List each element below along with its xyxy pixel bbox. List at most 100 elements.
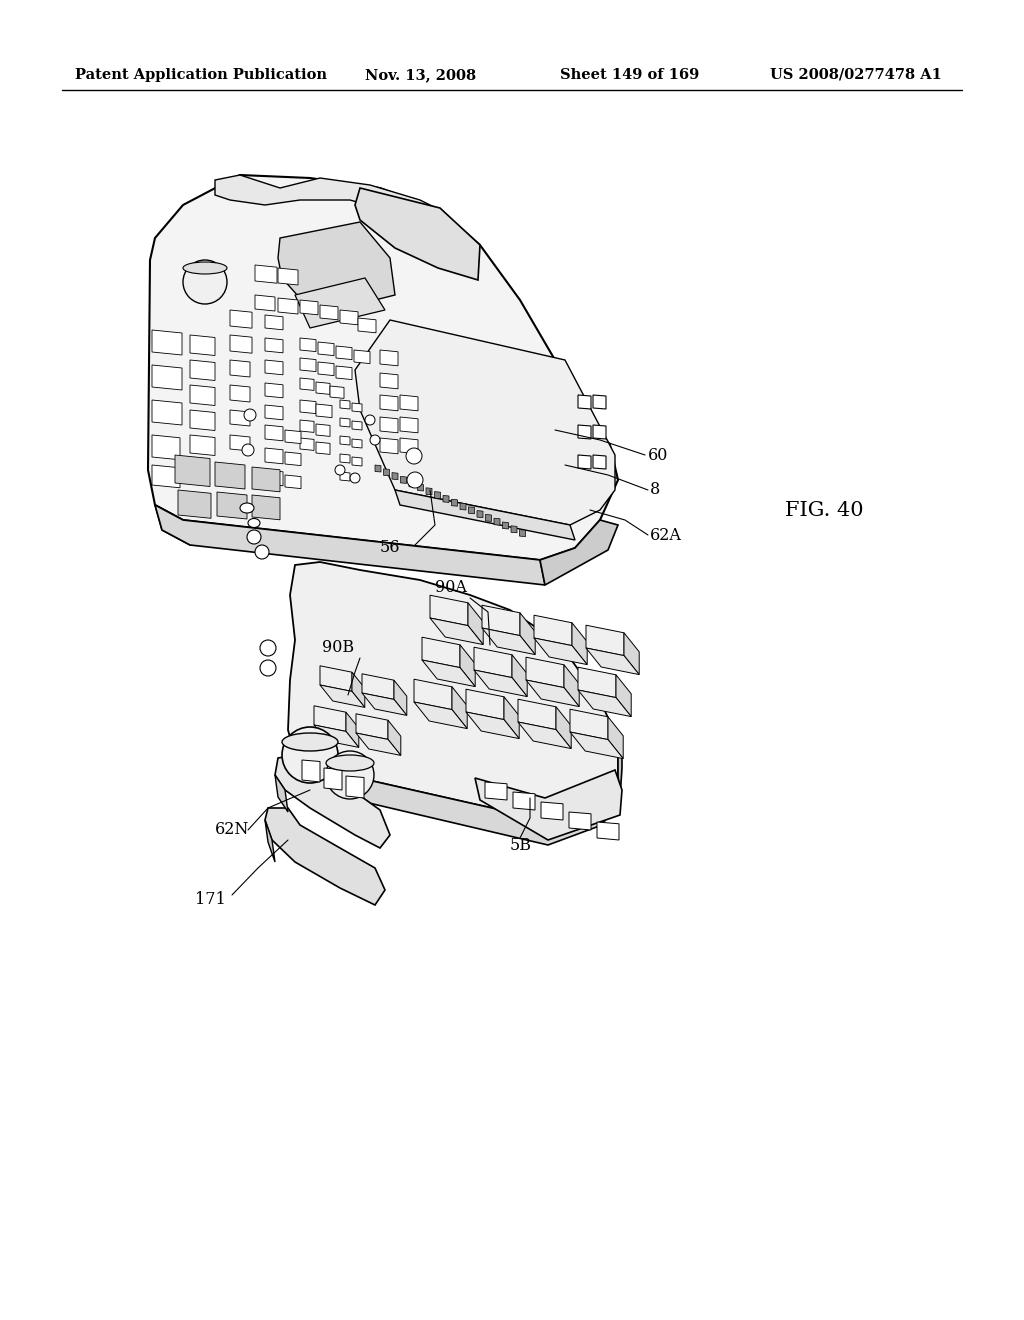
Polygon shape	[362, 673, 394, 700]
Polygon shape	[352, 672, 365, 708]
Polygon shape	[215, 462, 245, 488]
Polygon shape	[285, 430, 301, 444]
Polygon shape	[400, 417, 418, 433]
Polygon shape	[624, 632, 639, 675]
Polygon shape	[275, 775, 288, 812]
Polygon shape	[380, 350, 398, 366]
Polygon shape	[513, 792, 535, 810]
Polygon shape	[430, 618, 483, 644]
Polygon shape	[485, 515, 492, 521]
Polygon shape	[352, 403, 362, 412]
Polygon shape	[586, 626, 624, 656]
Circle shape	[406, 447, 422, 465]
Polygon shape	[356, 733, 400, 755]
Polygon shape	[340, 310, 358, 325]
Polygon shape	[346, 776, 364, 799]
Polygon shape	[355, 187, 480, 280]
Polygon shape	[400, 395, 418, 411]
Polygon shape	[578, 667, 616, 697]
Polygon shape	[346, 713, 358, 747]
Polygon shape	[400, 438, 418, 454]
Polygon shape	[618, 735, 622, 799]
Polygon shape	[314, 725, 358, 747]
Polygon shape	[518, 722, 571, 748]
Polygon shape	[430, 595, 468, 626]
Polygon shape	[178, 490, 211, 519]
Polygon shape	[512, 655, 527, 697]
Circle shape	[350, 473, 360, 483]
Circle shape	[282, 727, 338, 783]
Polygon shape	[352, 440, 362, 447]
Polygon shape	[300, 358, 316, 372]
Polygon shape	[511, 525, 517, 533]
Polygon shape	[578, 425, 591, 440]
Polygon shape	[452, 686, 467, 729]
Circle shape	[326, 751, 374, 799]
Polygon shape	[482, 605, 520, 636]
Polygon shape	[336, 346, 352, 359]
Circle shape	[335, 465, 345, 475]
Polygon shape	[190, 436, 215, 455]
Polygon shape	[586, 648, 639, 675]
Polygon shape	[340, 454, 350, 463]
Polygon shape	[426, 488, 432, 495]
Polygon shape	[578, 455, 591, 469]
Circle shape	[247, 531, 261, 544]
Polygon shape	[300, 420, 314, 433]
Polygon shape	[155, 506, 545, 585]
Polygon shape	[414, 702, 467, 729]
Polygon shape	[474, 647, 512, 677]
Polygon shape	[608, 717, 624, 759]
Polygon shape	[422, 638, 460, 668]
Circle shape	[407, 473, 423, 488]
Polygon shape	[316, 424, 330, 437]
Polygon shape	[265, 360, 283, 375]
Polygon shape	[314, 706, 346, 731]
Polygon shape	[318, 362, 334, 376]
Text: 60: 60	[648, 446, 669, 463]
Polygon shape	[265, 405, 283, 420]
Circle shape	[260, 660, 276, 676]
Polygon shape	[452, 499, 458, 506]
Polygon shape	[265, 470, 283, 486]
Polygon shape	[255, 265, 278, 284]
Polygon shape	[494, 519, 500, 525]
Polygon shape	[265, 383, 283, 397]
Polygon shape	[593, 425, 606, 440]
Polygon shape	[354, 350, 370, 363]
Polygon shape	[572, 623, 587, 664]
Polygon shape	[252, 467, 280, 492]
Polygon shape	[597, 822, 618, 840]
Polygon shape	[278, 268, 298, 285]
Polygon shape	[336, 366, 352, 380]
Polygon shape	[330, 385, 344, 399]
Polygon shape	[556, 706, 571, 748]
Polygon shape	[616, 675, 631, 717]
Polygon shape	[295, 279, 385, 327]
Polygon shape	[230, 411, 250, 426]
Text: US 2008/0277478 A1: US 2008/0277478 A1	[770, 69, 942, 82]
Polygon shape	[394, 680, 407, 715]
Polygon shape	[466, 689, 504, 719]
Polygon shape	[230, 335, 252, 354]
Polygon shape	[190, 385, 215, 405]
Polygon shape	[285, 475, 301, 488]
Text: 62A: 62A	[650, 527, 682, 544]
Polygon shape	[355, 319, 615, 525]
Polygon shape	[275, 755, 390, 847]
Polygon shape	[526, 680, 580, 706]
Polygon shape	[380, 374, 398, 389]
Polygon shape	[175, 455, 210, 487]
Circle shape	[255, 545, 269, 558]
Polygon shape	[380, 417, 398, 433]
Polygon shape	[414, 680, 452, 710]
Polygon shape	[578, 395, 591, 409]
Polygon shape	[300, 400, 316, 413]
Polygon shape	[468, 603, 483, 644]
Ellipse shape	[326, 755, 374, 771]
Circle shape	[183, 260, 227, 304]
Polygon shape	[526, 657, 564, 688]
Ellipse shape	[183, 261, 227, 275]
Polygon shape	[593, 395, 606, 409]
Polygon shape	[409, 480, 415, 487]
